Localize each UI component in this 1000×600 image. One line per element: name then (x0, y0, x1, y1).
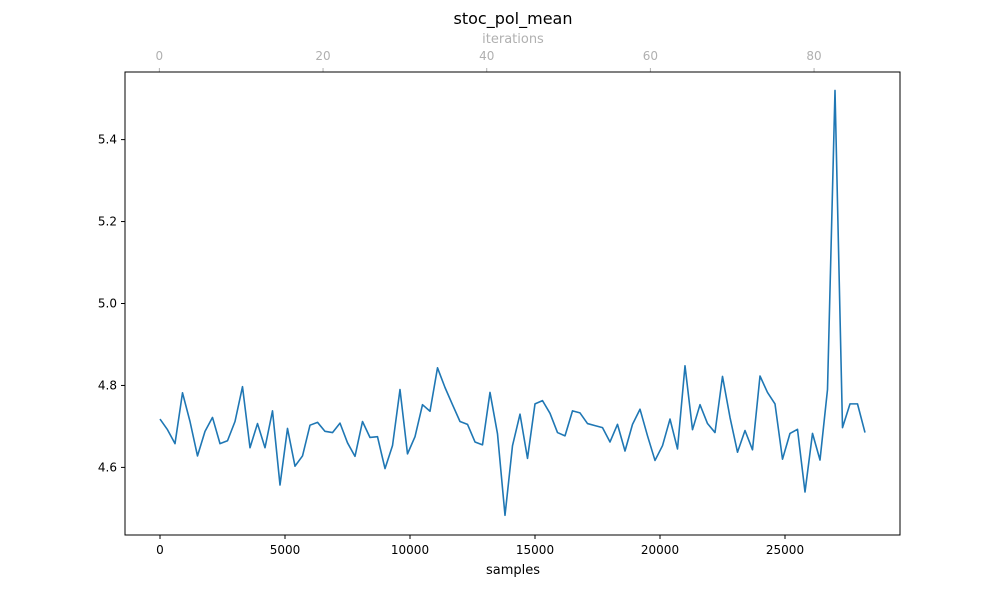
x-tick-label: 15000 (516, 543, 554, 557)
x-tick-label: 10000 (391, 543, 429, 557)
top-x-tick-label: 20 (315, 49, 330, 63)
y-axis-ticks: 4.6 4.8 5.0 5.2 5.4 (98, 133, 125, 474)
top-x-axis-ticks: 0 20 40 60 80 (156, 49, 822, 72)
plot-area-frame (124, 71, 901, 536)
x-tick-label: 5000 (270, 543, 301, 557)
x-axis-ticks: 0 5000 10000 15000 20000 25000 (156, 535, 804, 557)
x-tick-label: 0 (156, 543, 164, 557)
chart-title: stoc_pol_mean (454, 9, 573, 29)
top-x-tick-label: 40 (479, 49, 494, 63)
y-tick-label: 5.0 (98, 297, 117, 311)
x-axis-label: samples (486, 563, 540, 578)
top-x-tick-label: 80 (806, 49, 821, 63)
top-x-tick-label: 0 (156, 49, 164, 63)
x-tick-label: 20000 (641, 543, 679, 557)
top-x-tick-label: 60 (643, 49, 658, 63)
y-tick-label: 5.2 (98, 215, 117, 229)
series-line (159, 89, 866, 517)
top-x-axis-label: iterations (482, 32, 544, 47)
x-tick-label: 25000 (766, 543, 804, 557)
y-tick-label: 4.6 (98, 460, 117, 474)
y-tick-label: 5.4 (98, 133, 117, 147)
y-tick-label: 4.8 (98, 378, 117, 392)
